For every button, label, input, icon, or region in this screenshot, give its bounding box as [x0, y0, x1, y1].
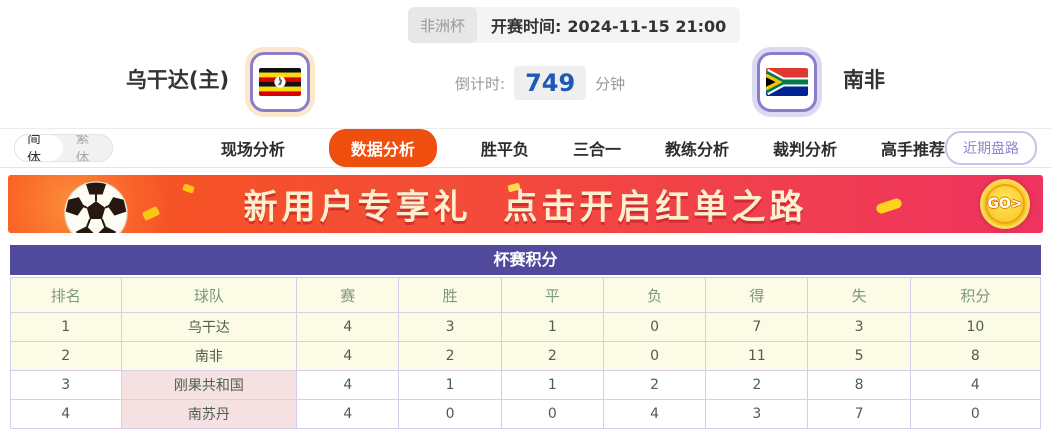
col-draw: 平: [500, 277, 604, 313]
tab-live-analysis[interactable]: 现场分析: [220, 140, 285, 159]
kickoff-time: 开赛时间: 2024-11-15 21:00: [477, 13, 740, 37]
team-cell: 刚果共和国: [120, 370, 298, 400]
points-cell: 4: [909, 370, 1042, 400]
away-team-name: 南非: [843, 68, 885, 92]
uganda-flag-icon: [259, 68, 301, 96]
col-points: 积分: [909, 277, 1042, 313]
col-win: 胜: [398, 277, 502, 313]
match-info-bar: 非洲杯 开赛时间: 2024-11-15 21:00: [408, 7, 741, 43]
goals-against-cell: 5: [807, 341, 911, 371]
team-cell: 南非: [120, 341, 298, 371]
goals-against-cell: 3: [807, 312, 911, 342]
standings-table: 排名 球队 赛 胜 平 负 得 失 积分 1 乌干达 4 3 1 0 7 3 1: [10, 277, 1042, 429]
away-team-flag-badge: [757, 52, 817, 112]
countdown-label: 倒计时:: [455, 74, 506, 93]
kickoff-label: 开赛时间:: [491, 17, 562, 36]
tab-coach-analysis[interactable]: 教练分析: [664, 140, 729, 159]
draw-cell: 2: [500, 341, 604, 371]
recent-odds-button[interactable]: 近期盘路: [945, 131, 1037, 165]
loss-cell: 4: [602, 399, 707, 429]
countdown-unit: 分钟: [595, 74, 626, 93]
draw-cell: 1: [500, 370, 604, 400]
points-cell: 8: [909, 341, 1042, 371]
col-goals-against: 失: [807, 277, 911, 313]
played-cell: 4: [296, 399, 400, 429]
win-cell: 0: [398, 399, 502, 429]
tab-data-analysis[interactable]: 数据分析: [328, 129, 437, 167]
col-loss: 负: [602, 277, 707, 313]
standings-header-row: 排名 球队 赛 胜 平 负 得 失 积分: [10, 277, 1042, 313]
tab-referee-analysis[interactable]: 裁判分析: [772, 140, 837, 159]
goals-for-cell: 3: [705, 399, 809, 429]
tab-win-draw-loss[interactable]: 胜平负: [480, 140, 529, 159]
col-team: 球队: [120, 277, 298, 313]
goals-for-cell: 7: [705, 312, 809, 342]
table-row: 1 乌干达 4 3 1 0 7 3 10: [10, 312, 1042, 342]
goals-against-cell: 8: [807, 370, 911, 400]
points-cell: 0: [909, 399, 1042, 429]
goals-for-cell: 2: [705, 370, 809, 400]
go-button[interactable]: GO>: [980, 179, 1030, 229]
home-team-flag-badge: [250, 52, 310, 112]
go-label: GO>: [987, 196, 1023, 212]
confetti-decoration: [875, 197, 903, 215]
go-coin-ring: GO>: [985, 184, 1025, 224]
goals-for-cell: 11: [705, 341, 809, 371]
tab-list: 现场分析 数据分析 胜平负 三合一 教练分析 裁判分析 高手推荐: [221, 129, 945, 167]
banner-headline: 新用户专享礼 点击开启红单之路: [243, 187, 808, 228]
table-row: 4 南苏丹 4 0 0 4 3 7 0: [10, 399, 1042, 429]
team-cell: 乌干达: [120, 312, 298, 342]
table-row: 2 南非 4 2 2 0 11 5 8: [10, 341, 1042, 371]
south-africa-flag-icon: [766, 68, 808, 96]
played-cell: 4: [296, 312, 400, 342]
lang-traditional-option[interactable]: 繁体: [75, 134, 90, 162]
table-row: 3 刚果共和国 4 1 1 2 2 8 4: [10, 370, 1042, 400]
loss-cell: 2: [602, 370, 707, 400]
home-team-name: 乌干达(主): [125, 68, 230, 92]
played-cell: 4: [296, 341, 400, 371]
rank-cell: 3: [10, 370, 122, 400]
countdown: 倒计时: 749 分钟: [455, 64, 625, 102]
draw-cell: 1: [500, 312, 604, 342]
rank-cell: 4: [10, 399, 122, 429]
team-cell: 南苏丹: [120, 399, 298, 429]
rank-cell: 2: [10, 341, 122, 371]
col-rank: 排名: [10, 277, 122, 313]
col-played: 赛: [296, 277, 400, 313]
rank-cell: 1: [10, 312, 122, 342]
countdown-value: 749: [514, 66, 587, 100]
language-toggle[interactable]: 简体 繁体: [14, 134, 113, 162]
win-cell: 1: [398, 370, 502, 400]
col-goals-for: 得: [705, 277, 809, 313]
draw-cell: 0: [500, 399, 604, 429]
soccer-ball-icon: [64, 181, 128, 233]
win-cell: 3: [398, 312, 502, 342]
tab-expert-picks[interactable]: 高手推荐: [880, 140, 945, 159]
lang-simplified-option[interactable]: 简体: [15, 135, 64, 161]
loss-cell: 0: [602, 312, 707, 342]
cup-standings-section: 杯赛积分 排名 球队 赛 胜 平 负 得 失 积分 1 乌干达 4: [10, 245, 1042, 429]
promo-banner[interactable]: 新用户专享礼 点击开启红单之路 GO>: [8, 175, 1043, 233]
loss-cell: 0: [602, 341, 707, 371]
win-cell: 2: [398, 341, 502, 371]
analysis-navbar: 简体 繁体 现场分析 数据分析 胜平负 三合一 教练分析 裁判分析 高手推荐 近…: [0, 128, 1051, 168]
league-badge: 非洲杯: [408, 7, 478, 43]
kickoff-value: 2024-11-15 21:00: [567, 17, 727, 36]
played-cell: 4: [296, 370, 400, 400]
standings-title: 杯赛积分: [10, 245, 1041, 277]
goals-against-cell: 7: [807, 399, 911, 429]
tab-three-in-one[interactable]: 三合一: [572, 140, 621, 159]
points-cell: 10: [909, 312, 1042, 342]
